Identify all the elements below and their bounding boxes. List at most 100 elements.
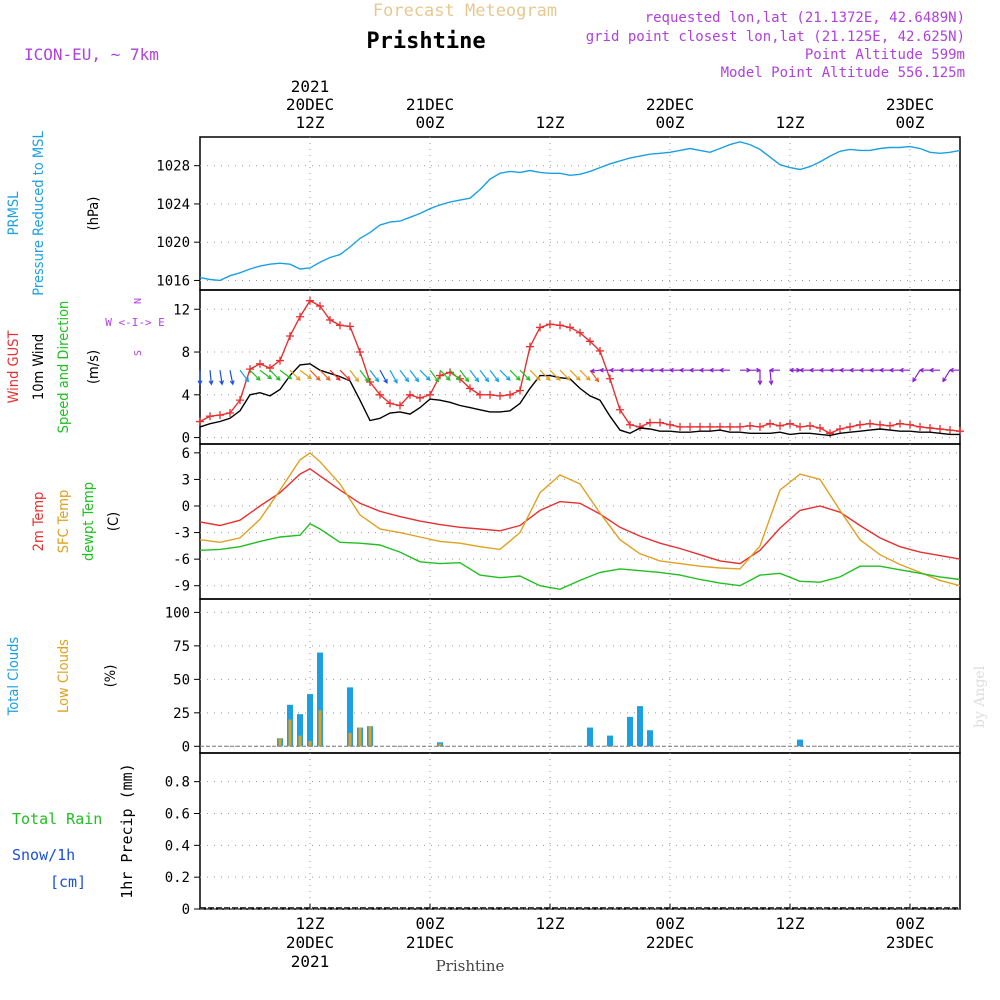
gust-marker [826, 429, 834, 438]
wind-arrow [878, 367, 890, 373]
gust-marker [866, 419, 874, 428]
wind-arrow [948, 367, 960, 373]
wind-arrow [519, 369, 531, 381]
gust-marker [496, 391, 504, 400]
gust-marker [576, 328, 584, 337]
y-tick-label: 0.6 [165, 806, 190, 822]
panel-precip: 0 0.2 0.4 0.6 0.8 Total Rain Snow/1h [cm] 1hr Pr… [12, 752, 961, 918]
gust-marker [216, 411, 224, 420]
cloud-bar-total [637, 706, 643, 747]
point-altitude: Point Altitude 599m [805, 47, 965, 63]
y-tick-label: 1024 [156, 197, 190, 213]
wind-arrow [768, 367, 780, 373]
gust-marker [776, 421, 784, 430]
panel-pressure: 1016 1020 1024 1028 PRMSL Pressure Reduced to… [6, 131, 961, 296]
panel-label: 1hr Precip (mm) [118, 763, 136, 898]
wind-arrow [589, 368, 601, 374]
gust-marker [746, 421, 754, 430]
wind-arrow [439, 369, 451, 381]
cloud-bar-total [297, 714, 303, 747]
bottom-axis-date: 20DEC [286, 933, 334, 952]
gust-marker [566, 323, 574, 332]
y-tick-label: 0 [182, 902, 190, 918]
gust-marker [926, 423, 934, 432]
gust-marker [536, 323, 544, 332]
gust-marker [806, 421, 814, 430]
gust-marker [846, 422, 854, 431]
gust-marker [416, 394, 424, 403]
wind-arrow [918, 367, 930, 373]
cloud-bar-low [358, 727, 362, 747]
panel-temperature: -9 -6 -3 0 3 6 2m Temp SFC Temp dewpt Temp (C) [31, 443, 961, 600]
top-axis-hour: 12Z [776, 113, 805, 132]
cloud-bar-total [317, 652, 323, 747]
bottom-axis-hour: 00Z [656, 914, 685, 933]
cloud-bar-low [368, 726, 372, 747]
gust-marker [756, 422, 764, 431]
wind-arrow [838, 367, 850, 373]
wind-arrow [638, 367, 650, 373]
gust-marker [896, 419, 904, 428]
gust-marker [326, 315, 334, 324]
top-axis-hour: 12Z [296, 113, 325, 132]
panel-label: Snow/1h [12, 846, 75, 864]
wind-arrow [678, 367, 690, 373]
panel-label: (C) [106, 512, 122, 531]
gust-marker [546, 320, 554, 329]
panel-label: (m/s) [86, 350, 102, 384]
wind-arrow [269, 369, 281, 381]
wind-arrow [379, 369, 388, 384]
bottom-axis-hour: 12Z [776, 914, 805, 933]
gust-marker [386, 399, 394, 408]
y-tick-label: 0 [182, 499, 190, 515]
bottom-axis-hour: 00Z [896, 914, 925, 933]
panel-frame [199, 752, 961, 910]
gust-marker [766, 419, 774, 428]
bottom-axis-hour: 12Z [536, 914, 565, 933]
gust-marker [316, 302, 324, 311]
cloud-bar-low [288, 719, 292, 747]
y-tick-label: 6 [182, 446, 190, 462]
wind-arrow [848, 367, 860, 373]
wind-arrow [569, 369, 581, 381]
y-tick-label: 75 [173, 639, 190, 655]
gust-marker [406, 390, 414, 399]
gust-marker [366, 377, 374, 386]
gust-marker [346, 322, 354, 331]
wind-arrow [549, 369, 561, 381]
panel-label: Low Clouds [56, 639, 72, 713]
cloud-bar-total [347, 687, 353, 747]
panel-label: 2m Temp [31, 492, 47, 552]
wind-arrow [249, 369, 261, 381]
wind-arrow [559, 369, 571, 381]
wind-arrow [898, 367, 910, 373]
gust-marker [286, 331, 294, 340]
gust-marker [586, 337, 594, 346]
gust-marker [656, 418, 664, 427]
wind-arrow [668, 367, 680, 373]
cloud-bar-total [647, 730, 653, 747]
wind-arrow [239, 369, 250, 383]
gust-marker [686, 422, 694, 431]
model-label: ICON-EU, ~ 7km [24, 45, 159, 64]
wind-arrow [349, 369, 360, 383]
wind-arrow [628, 367, 640, 373]
gust-marker [876, 420, 884, 429]
top-axis-hour: 00Z [896, 113, 925, 132]
cloud-bar-total [797, 739, 803, 747]
gust-marker [906, 420, 914, 429]
gust-marker [526, 342, 534, 351]
gust-marker [556, 321, 564, 330]
wind-arrow [539, 369, 551, 381]
wind-arrow [942, 369, 951, 383]
y-tick-label: 1016 [156, 273, 190, 289]
wind-arrow [788, 367, 800, 373]
wind-arrow [757, 370, 763, 386]
top-axis-year: 2021 [291, 77, 330, 96]
wind-arrow [389, 369, 398, 384]
panels: 1016 1020 1024 1028 PRMSL Pressure Reduced to… [6, 131, 964, 918]
wind-arrow [858, 367, 870, 373]
wind-arrow [329, 369, 341, 381]
y-tick-label: 100 [165, 605, 190, 621]
